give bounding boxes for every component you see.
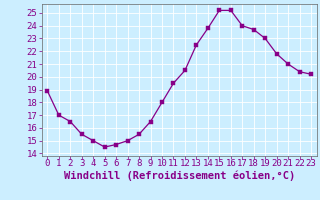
X-axis label: Windchill (Refroidissement éolien,°C): Windchill (Refroidissement éolien,°C) [64, 171, 295, 181]
